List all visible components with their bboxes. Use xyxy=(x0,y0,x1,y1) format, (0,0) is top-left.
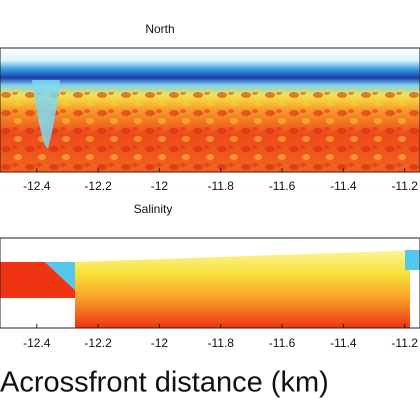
x-tick-label: -11.4 xyxy=(330,179,357,193)
panel-title: North xyxy=(145,22,174,36)
panel-frame xyxy=(0,237,420,329)
x-tick-label: -12.4 xyxy=(23,179,51,193)
x-tick-label: -12.2 xyxy=(84,336,112,350)
x-tick-label: -12 xyxy=(151,179,169,193)
x-tick-label: -11.6 xyxy=(269,179,296,193)
x-axis-label: Acrossfront distance (km) xyxy=(0,367,329,399)
x-tick-label: -12 xyxy=(151,336,169,350)
x-tick-label: -11.2 xyxy=(391,336,418,350)
x-tick-label: -12.2 xyxy=(84,179,112,193)
x-tick-label: -11.4 xyxy=(330,336,357,350)
x-tick-label: -12.4 xyxy=(23,336,51,350)
top-heatmap xyxy=(0,48,420,172)
bottom-heatmap xyxy=(0,250,420,328)
panel-frame xyxy=(0,47,420,173)
x-tick-label: -11.2 xyxy=(391,179,418,193)
x-tick-label: -11.8 xyxy=(207,179,234,193)
x-tick-label: -11.8 xyxy=(207,336,234,350)
x-tick-label: -11.6 xyxy=(269,336,296,350)
panel-title: Salinity xyxy=(134,202,173,216)
